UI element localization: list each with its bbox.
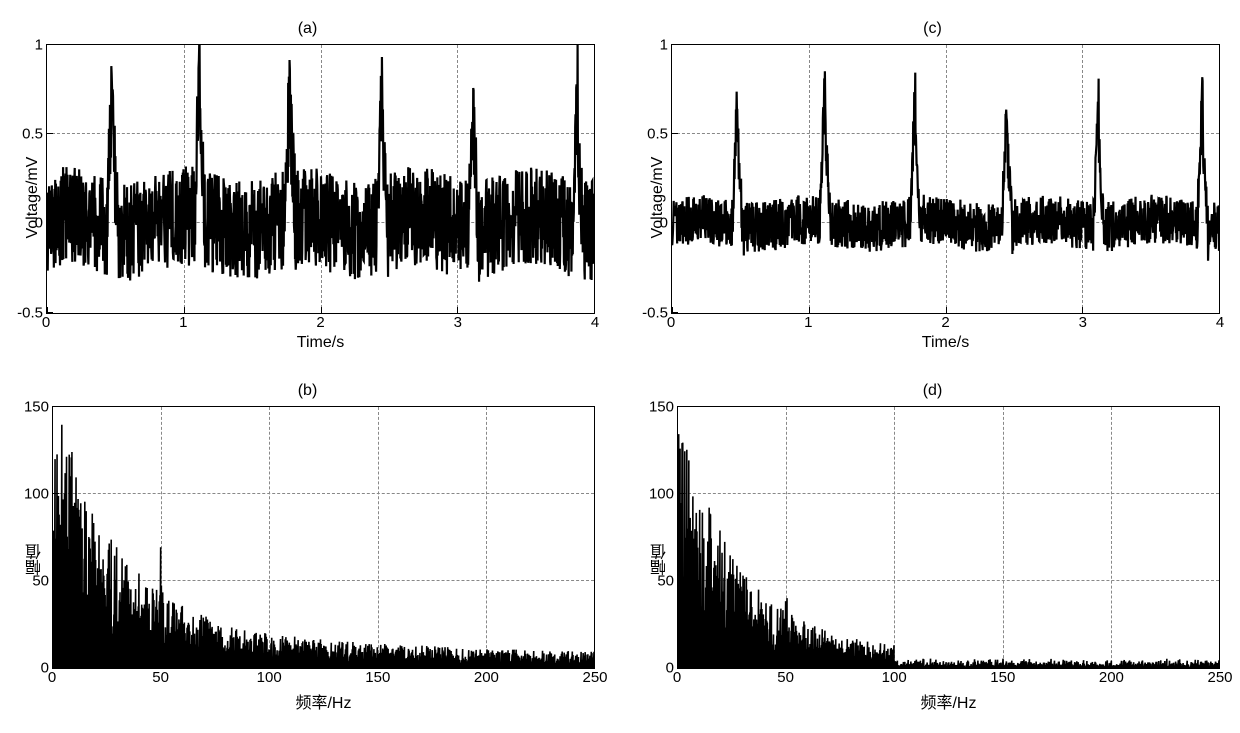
ytick-label: 150 bbox=[24, 398, 49, 415]
figure-grid: (a) Voltage/mV -0.500.51 01234 Time/s (c… bbox=[20, 20, 1220, 713]
xtick-label: 0 bbox=[48, 669, 56, 686]
subplot-d-xticks: 050100150200250 bbox=[677, 669, 1220, 687]
ytick-label: 0.5 bbox=[647, 126, 668, 143]
subplot-d-plotarea: 050100150 bbox=[677, 406, 1220, 670]
xtick-label: 0 bbox=[673, 669, 681, 686]
subplot-c: (c) Voltage/mV -0.500.51 01234 Time/s bbox=[645, 20, 1220, 352]
subplot-d-wrap: 幅值 050100150 050100150200250 频率/Hz bbox=[645, 406, 1220, 714]
subplot-a-wrap: Voltage/mV -0.500.51 01234 Time/s bbox=[20, 44, 595, 352]
subplot-b-plotarea: 050100150 bbox=[52, 406, 595, 670]
subplot-b-title: (b) bbox=[298, 382, 318, 400]
subplot-c-wrap: Voltage/mV -0.500.51 01234 Time/s bbox=[645, 44, 1220, 352]
subplot-d-title: (d) bbox=[923, 382, 943, 400]
ytick-label: 0 bbox=[35, 215, 43, 232]
xtick-label: 3 bbox=[454, 314, 462, 331]
subplot-b-axes: 050100150 050100150200250 频率/Hz bbox=[52, 406, 595, 714]
xtick-label: 0 bbox=[42, 314, 50, 331]
xtick-label: 100 bbox=[257, 669, 282, 686]
ytick-label: 0 bbox=[660, 215, 668, 232]
xtick-label: 250 bbox=[1207, 669, 1232, 686]
ytick-label: 100 bbox=[649, 485, 674, 502]
signal-trace bbox=[53, 407, 594, 669]
ytick-label: 0.5 bbox=[22, 126, 43, 143]
ytick-label: 50 bbox=[657, 572, 674, 589]
xtick-label: 4 bbox=[1216, 314, 1224, 331]
xtick-label: 1 bbox=[179, 314, 187, 331]
ytick-label: 1 bbox=[35, 37, 43, 54]
subplot-c-xticks: 01234 bbox=[671, 314, 1220, 332]
subplot-a-plotarea: -0.500.51 bbox=[46, 44, 595, 314]
subplot-c-axes: -0.500.51 01234 Time/s bbox=[671, 44, 1220, 352]
xtick-label: 200 bbox=[474, 669, 499, 686]
subplot-b-xticks: 050100150200250 bbox=[52, 669, 595, 687]
xtick-label: 100 bbox=[882, 669, 907, 686]
ytick-label: 150 bbox=[649, 398, 674, 415]
ytick-label: 100 bbox=[24, 485, 49, 502]
xtick-label: 2 bbox=[941, 314, 949, 331]
subplot-c-title: (c) bbox=[923, 20, 942, 38]
subplot-d-xlabel: 频率/Hz bbox=[677, 689, 1220, 713]
xtick-label: 4 bbox=[591, 314, 599, 331]
subplot-a-xlabel: Time/s bbox=[46, 334, 595, 352]
xtick-label: 1 bbox=[804, 314, 812, 331]
ytick-label: -0.5 bbox=[642, 304, 668, 321]
subplot-b-xlabel: 频率/Hz bbox=[52, 689, 595, 713]
xtick-label: 0 bbox=[667, 314, 675, 331]
xtick-label: 250 bbox=[582, 669, 607, 686]
ytick-label: 1 bbox=[660, 37, 668, 54]
signal-trace bbox=[47, 45, 594, 313]
xtick-label: 50 bbox=[152, 669, 169, 686]
signal-trace bbox=[678, 407, 1219, 669]
ytick-label: -0.5 bbox=[17, 304, 43, 321]
xtick-label: 200 bbox=[1099, 669, 1124, 686]
subplot-a-title: (a) bbox=[298, 20, 318, 38]
xtick-label: 2 bbox=[316, 314, 324, 331]
ytick-label: 50 bbox=[32, 572, 49, 589]
subplot-a-xticks: 01234 bbox=[46, 314, 595, 332]
subplot-d: (d) 幅值 050100150 050100150200250 频率/Hz bbox=[645, 382, 1220, 714]
subplot-d-axes: 050100150 050100150200250 频率/Hz bbox=[677, 406, 1220, 714]
signal-trace bbox=[672, 45, 1219, 313]
subplot-b: (b) 幅值 050100150 050100150200250 频率/Hz bbox=[20, 382, 595, 714]
subplot-a-axes: -0.500.51 01234 Time/s bbox=[46, 44, 595, 352]
xtick-label: 150 bbox=[365, 669, 390, 686]
subplot-c-plotarea: -0.500.51 bbox=[671, 44, 1220, 314]
subplot-c-xlabel: Time/s bbox=[671, 334, 1220, 352]
xtick-label: 3 bbox=[1079, 314, 1087, 331]
subplot-a: (a) Voltage/mV -0.500.51 01234 Time/s bbox=[20, 20, 595, 352]
xtick-label: 50 bbox=[777, 669, 794, 686]
subplot-b-wrap: 幅值 050100150 050100150200250 频率/Hz bbox=[20, 406, 595, 714]
xtick-label: 150 bbox=[990, 669, 1015, 686]
